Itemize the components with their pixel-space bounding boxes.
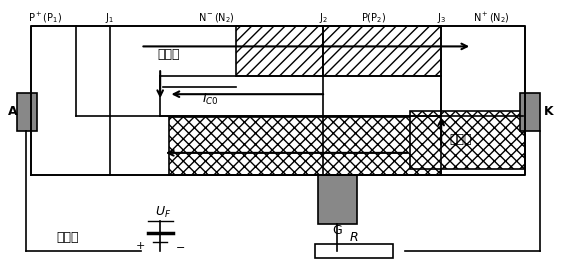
Text: N$^-$(N$_2$): N$^-$(N$_2$)	[198, 11, 235, 25]
Text: J$_3$: J$_3$	[437, 11, 446, 25]
Bar	[520, 93, 540, 131]
Text: 空穴流: 空穴流	[157, 48, 180, 61]
Bar	[323, 26, 441, 76]
Bar	[410, 111, 525, 169]
Text: P$^+$(P$_1$): P$^+$(P$_1$)	[28, 10, 62, 25]
Text: K: K	[543, 105, 554, 118]
Text: $R$: $R$	[350, 231, 359, 244]
Text: G: G	[332, 224, 342, 237]
Bar	[315, 244, 393, 258]
Bar	[169, 117, 441, 175]
Text: P(P$_2$): P(P$_2$)	[361, 11, 386, 25]
Text: 电子流: 电子流	[450, 133, 472, 146]
Text: $U_F$: $U_F$	[155, 205, 171, 221]
Text: J$_2$: J$_2$	[319, 11, 328, 25]
Bar	[318, 175, 357, 224]
Text: $-$: $-$	[175, 241, 185, 251]
Bar	[17, 93, 37, 131]
Text: +: +	[136, 241, 145, 251]
Text: 正偏置: 正偏置	[56, 231, 79, 244]
Text: J$_1$: J$_1$	[105, 11, 114, 25]
Text: A: A	[7, 105, 17, 118]
Text: $I_{C0}$: $I_{C0}$	[202, 92, 219, 107]
Bar	[236, 26, 323, 76]
Text: N$^+$(N$_2$): N$^+$(N$_2$)	[473, 10, 510, 25]
